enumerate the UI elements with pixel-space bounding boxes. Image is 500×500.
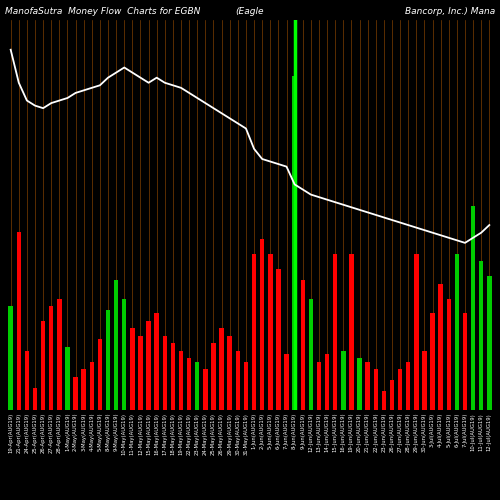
Bar <box>471 206 476 410</box>
Bar <box>57 298 62 410</box>
Bar <box>236 350 240 410</box>
Bar <box>463 314 467 410</box>
Bar <box>98 340 102 410</box>
Bar <box>82 369 86 410</box>
Bar <box>341 350 345 410</box>
Bar <box>284 354 288 410</box>
Bar <box>487 276 492 410</box>
Bar <box>308 298 313 410</box>
Bar <box>195 362 200 410</box>
Bar <box>138 336 142 410</box>
Bar <box>90 362 94 410</box>
Bar <box>325 354 330 410</box>
Bar <box>333 254 338 410</box>
Bar <box>106 310 110 410</box>
Bar <box>203 369 207 410</box>
Bar <box>24 350 29 410</box>
Bar <box>114 280 118 410</box>
Bar <box>130 328 134 410</box>
Text: (Eagle: (Eagle <box>236 8 264 16</box>
Bar <box>430 314 435 410</box>
Bar <box>74 376 78 410</box>
Bar <box>454 254 459 410</box>
Bar <box>228 336 232 410</box>
Bar <box>146 321 151 410</box>
Bar <box>252 254 256 410</box>
Bar <box>382 392 386 410</box>
Bar <box>260 239 264 410</box>
Bar <box>398 369 402 410</box>
Bar <box>212 343 216 410</box>
Text: Bancorp, Inc.) Mana: Bancorp, Inc.) Mana <box>405 8 495 16</box>
Bar <box>154 314 159 410</box>
Bar <box>162 336 167 410</box>
Bar <box>33 388 37 410</box>
Bar <box>316 362 321 410</box>
Bar <box>122 298 126 410</box>
Bar <box>8 306 13 410</box>
Bar <box>358 358 362 410</box>
Bar <box>187 358 192 410</box>
Bar <box>479 262 484 410</box>
Bar <box>446 298 451 410</box>
Bar <box>374 369 378 410</box>
Bar <box>300 280 305 410</box>
Bar <box>268 254 272 410</box>
Bar <box>244 362 248 410</box>
Bar <box>292 76 297 410</box>
Bar <box>366 362 370 410</box>
Text: ManofaSutra  Money Flow  Charts for EGBN: ManofaSutra Money Flow Charts for EGBN <box>5 8 200 16</box>
Bar <box>41 321 46 410</box>
Bar <box>16 232 21 410</box>
Bar <box>349 254 354 410</box>
Bar <box>422 350 426 410</box>
Bar <box>49 306 54 410</box>
Bar <box>179 350 184 410</box>
Bar <box>406 362 410 410</box>
Bar <box>220 328 224 410</box>
Bar <box>438 284 443 410</box>
Bar <box>65 347 70 410</box>
Bar <box>276 269 280 410</box>
Bar <box>414 254 418 410</box>
Bar <box>390 380 394 410</box>
Bar <box>170 343 175 410</box>
